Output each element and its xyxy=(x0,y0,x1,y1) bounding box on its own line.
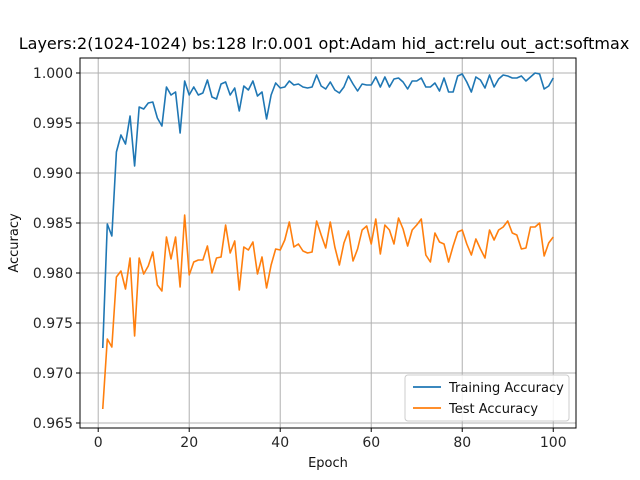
y-tick-label: 0.980 xyxy=(33,266,73,282)
x-tick-label: 20 xyxy=(180,435,198,451)
chart-title: Layers:2(1024-1024) bs:128 lr:0.001 opt:… xyxy=(19,34,630,54)
x-tick-label: 60 xyxy=(362,435,380,451)
training-accuracy-line xyxy=(101,72,554,349)
y-tick-label: 0.975 xyxy=(33,316,73,332)
x-tick-label: 100 xyxy=(540,435,567,451)
axis-ticks: 0 20 40 60 80 100 0.965 0.970 0.975 0.980 0.985 0.9… xyxy=(33,66,567,451)
x-tick-label: 0 xyxy=(94,435,103,451)
x-tick-label: 80 xyxy=(453,435,471,451)
y-tick-label: 0.970 xyxy=(33,366,73,382)
plot-area-frame xyxy=(79,57,577,429)
y-tick-label: 0.985 xyxy=(33,216,73,232)
series-layer xyxy=(101,72,554,410)
y-axis-label: Accuracy xyxy=(7,213,22,273)
legend-label: Training Accuracy xyxy=(448,381,564,396)
y-tick-label: 0.965 xyxy=(33,416,73,432)
legend-box xyxy=(404,374,570,422)
legend: Training Accuracy Test Accuracy xyxy=(404,374,570,422)
y-tick-label: 0.995 xyxy=(33,116,73,132)
y-tick-label: 0.990 xyxy=(33,166,73,182)
test-accuracy-line xyxy=(101,214,554,410)
legend-label: Test Accuracy xyxy=(448,402,538,417)
x-axis-label: Epoch xyxy=(308,456,348,471)
x-tick-label: 40 xyxy=(271,435,289,451)
y-tick-label: 1.000 xyxy=(33,66,73,82)
grid-lines xyxy=(80,58,576,428)
